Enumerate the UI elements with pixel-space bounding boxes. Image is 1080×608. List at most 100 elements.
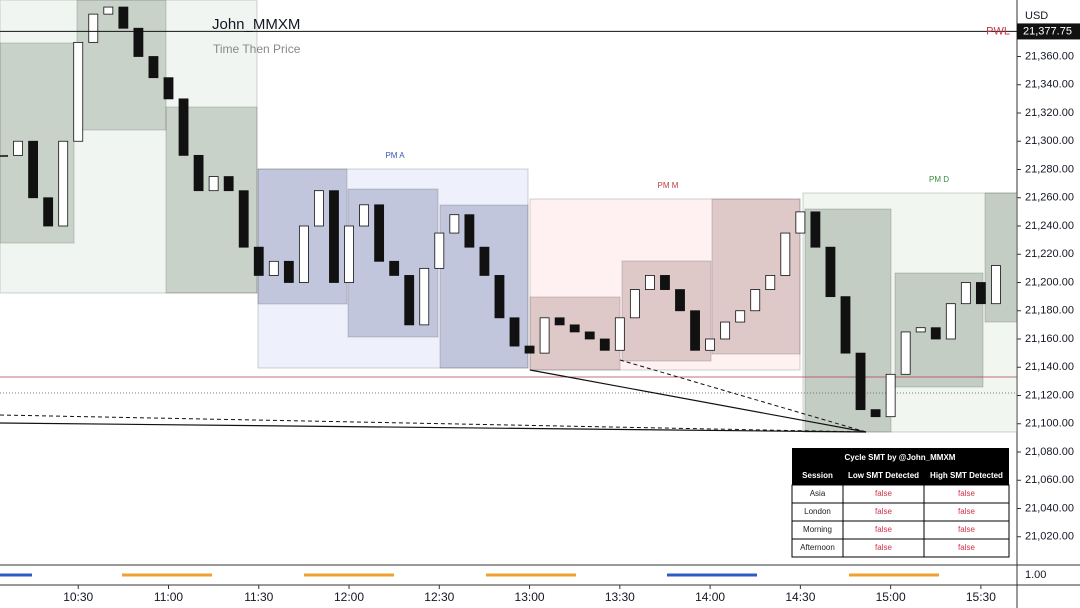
- candle: [780, 232, 791, 276]
- candle: [660, 275, 670, 290]
- candle: [43, 197, 54, 227]
- x-tick-label: 10:30: [63, 590, 93, 604]
- candle: [629, 289, 640, 319]
- candle: [765, 275, 776, 290]
- candle: [28, 140, 39, 199]
- y-tick-label: 21,200.00: [1025, 276, 1074, 288]
- candle: [133, 27, 144, 57]
- session-label: PM D: [929, 175, 949, 184]
- session-box: [802, 192, 1018, 433]
- x-tick-label: 12:00: [334, 590, 364, 604]
- candle: [584, 331, 595, 340]
- session-label: PM M: [658, 181, 679, 190]
- smt-line: [0, 414, 867, 433]
- candle: [298, 225, 309, 283]
- candle: [840, 296, 851, 354]
- candle: [735, 310, 746, 323]
- y-tick-label: 21,160.00: [1025, 333, 1074, 345]
- table-cell-text: false: [958, 507, 975, 516]
- currency-label: USD: [1025, 10, 1048, 22]
- y-tick-label: 21,360.00: [1025, 50, 1074, 62]
- x-tick-label: 14:30: [785, 590, 815, 604]
- y-tick-label: 21,300.00: [1025, 135, 1074, 147]
- table-cell-text: false: [875, 525, 892, 534]
- chart-title: John_MMXM: [212, 16, 300, 33]
- candle: [13, 140, 23, 156]
- table-cell-text: Asia: [810, 489, 826, 498]
- candle: [705, 338, 716, 351]
- candle: [539, 317, 550, 354]
- x-tick-label: 13:30: [605, 590, 635, 604]
- candle: [434, 232, 445, 269]
- candle: [268, 260, 279, 276]
- y-tick-label: 21,240.00: [1025, 220, 1074, 232]
- candle: [73, 41, 84, 142]
- pwl-label: PWL: [986, 25, 1010, 37]
- candle: [208, 176, 219, 192]
- candle: [238, 190, 249, 248]
- candle: [810, 211, 821, 248]
- candle: [870, 409, 881, 418]
- pwl-price-label: 21,377.75: [1023, 25, 1072, 37]
- y-tick-label: 21,220.00: [1025, 248, 1074, 260]
- y-tick-label: 21,100.00: [1025, 418, 1074, 430]
- candle: [419, 267, 430, 326]
- indicator-label: 1.00: [1025, 569, 1046, 581]
- candle: [690, 310, 700, 351]
- candle: [359, 204, 369, 227]
- x-tick-label: 11:00: [154, 590, 183, 604]
- session-box: [529, 296, 621, 371]
- candle: [464, 214, 475, 248]
- table-cell-text: Afternoon: [800, 543, 835, 552]
- candle: [524, 345, 535, 354]
- table-cell-text: Morning: [803, 525, 832, 534]
- y-tick-label: 21,020.00: [1025, 531, 1074, 543]
- candle: [494, 275, 505, 319]
- candle: [569, 324, 580, 333]
- y-tick-label: 21,320.00: [1025, 107, 1074, 119]
- candle: [750, 289, 761, 312]
- candle: [614, 317, 625, 351]
- y-tick-label: 21,340.00: [1025, 79, 1074, 91]
- candle: [991, 265, 1001, 305]
- candle: [404, 275, 415, 326]
- candle: [915, 327, 926, 333]
- candle: [825, 246, 836, 298]
- table-cell: [923, 538, 1010, 558]
- x-tick-label: 12:30: [424, 590, 454, 604]
- candle: [344, 225, 354, 283]
- candle: [554, 317, 565, 326]
- table-cell-text: false: [958, 543, 975, 552]
- x-tick-label: 11:30: [244, 590, 273, 604]
- y-tick-label: 21,180.00: [1025, 305, 1074, 317]
- smt-line: [0, 422, 867, 433]
- session-box: [0, 0, 258, 294]
- y-tick-label: 21,120.00: [1025, 389, 1074, 401]
- table-header: High SMT Detected: [930, 471, 1003, 480]
- x-tick-label: 15:30: [966, 590, 996, 604]
- candle: [945, 303, 956, 340]
- smt-line: [619, 359, 867, 433]
- candle: [389, 260, 400, 276]
- y-tick-label: 21,040.00: [1025, 502, 1074, 514]
- candle: [975, 282, 986, 305]
- candle: [58, 140, 69, 227]
- candle: [479, 246, 490, 276]
- pwl-price-tag: [1017, 23, 1080, 40]
- candle: [675, 289, 685, 312]
- chart-subtitle: Time Then Price: [213, 42, 301, 56]
- table-cell-text: false: [875, 543, 892, 552]
- table-cell-text: false: [958, 525, 975, 534]
- session-box: [984, 192, 1018, 323]
- candle: [193, 154, 204, 192]
- y-tick-label: 21,140.00: [1025, 361, 1074, 373]
- candle: [314, 190, 324, 227]
- candle: [283, 260, 294, 283]
- candle: [329, 190, 339, 283]
- candle: [960, 282, 971, 305]
- y-tick-label: 21,060.00: [1025, 474, 1074, 486]
- x-tick-label: 15:00: [876, 590, 906, 604]
- candle: [720, 321, 731, 340]
- candle: [374, 204, 385, 262]
- candle: [930, 327, 941, 340]
